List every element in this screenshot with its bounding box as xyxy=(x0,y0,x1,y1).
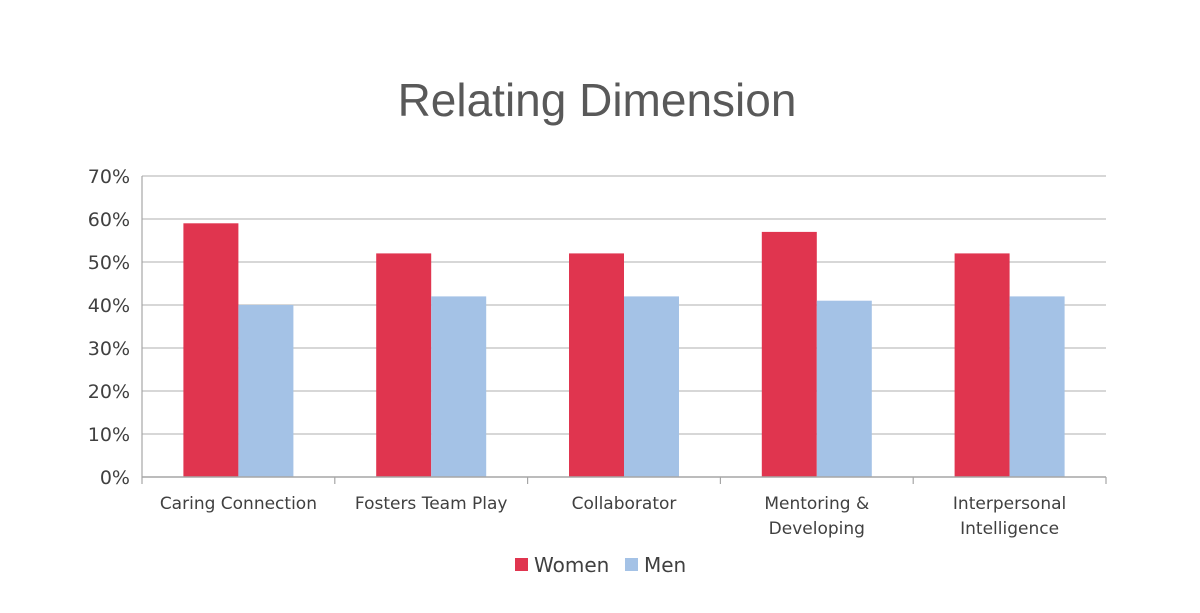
bar-men-5 xyxy=(1009,296,1065,477)
y-axis-ticks: 0% 10% 20% 30% 40% 50% 60% 70% xyxy=(88,166,130,489)
legend-label-men: Men xyxy=(644,553,686,577)
legend: Women Men xyxy=(515,553,686,577)
bar-women-1 xyxy=(183,223,239,477)
bar-men-1 xyxy=(238,305,294,477)
bar-men-2 xyxy=(431,296,487,477)
legend-label-women: Women xyxy=(534,553,609,577)
chart-title: Relating Dimension xyxy=(398,74,797,126)
y-tick-label: 20% xyxy=(88,381,130,403)
bar-women-5 xyxy=(954,253,1010,477)
category-labels: Caring Connection Fosters Team Play Collab… xyxy=(160,494,1066,539)
y-tick-label: 40% xyxy=(88,295,130,317)
y-tick-label: 0% xyxy=(100,467,130,489)
bar-men-4 xyxy=(816,300,872,477)
legend-swatch-men xyxy=(625,558,638,571)
bar-women-3 xyxy=(569,253,624,477)
bar-women-2 xyxy=(376,253,432,477)
x-tick-label: Caring Connection xyxy=(160,494,317,514)
x-tick-label: Interpersonal Intelligence xyxy=(953,494,1066,539)
y-tick-label: 10% xyxy=(88,424,130,446)
bars xyxy=(183,223,1065,477)
x-axis xyxy=(141,176,1107,484)
bar-women-4 xyxy=(761,231,817,477)
x-tick-label: Fosters Team Play xyxy=(355,494,508,514)
y-tick-label: 70% xyxy=(88,166,130,188)
x-tick-label: Collaborator xyxy=(572,494,677,514)
y-tick-label: 50% xyxy=(88,252,130,274)
x-tick-label: Mentoring & Developing xyxy=(764,494,869,539)
legend-swatch-women xyxy=(515,558,528,571)
y-tick-label: 60% xyxy=(88,209,130,231)
bar-men-3 xyxy=(624,296,679,477)
y-tick-label: 30% xyxy=(88,338,130,360)
